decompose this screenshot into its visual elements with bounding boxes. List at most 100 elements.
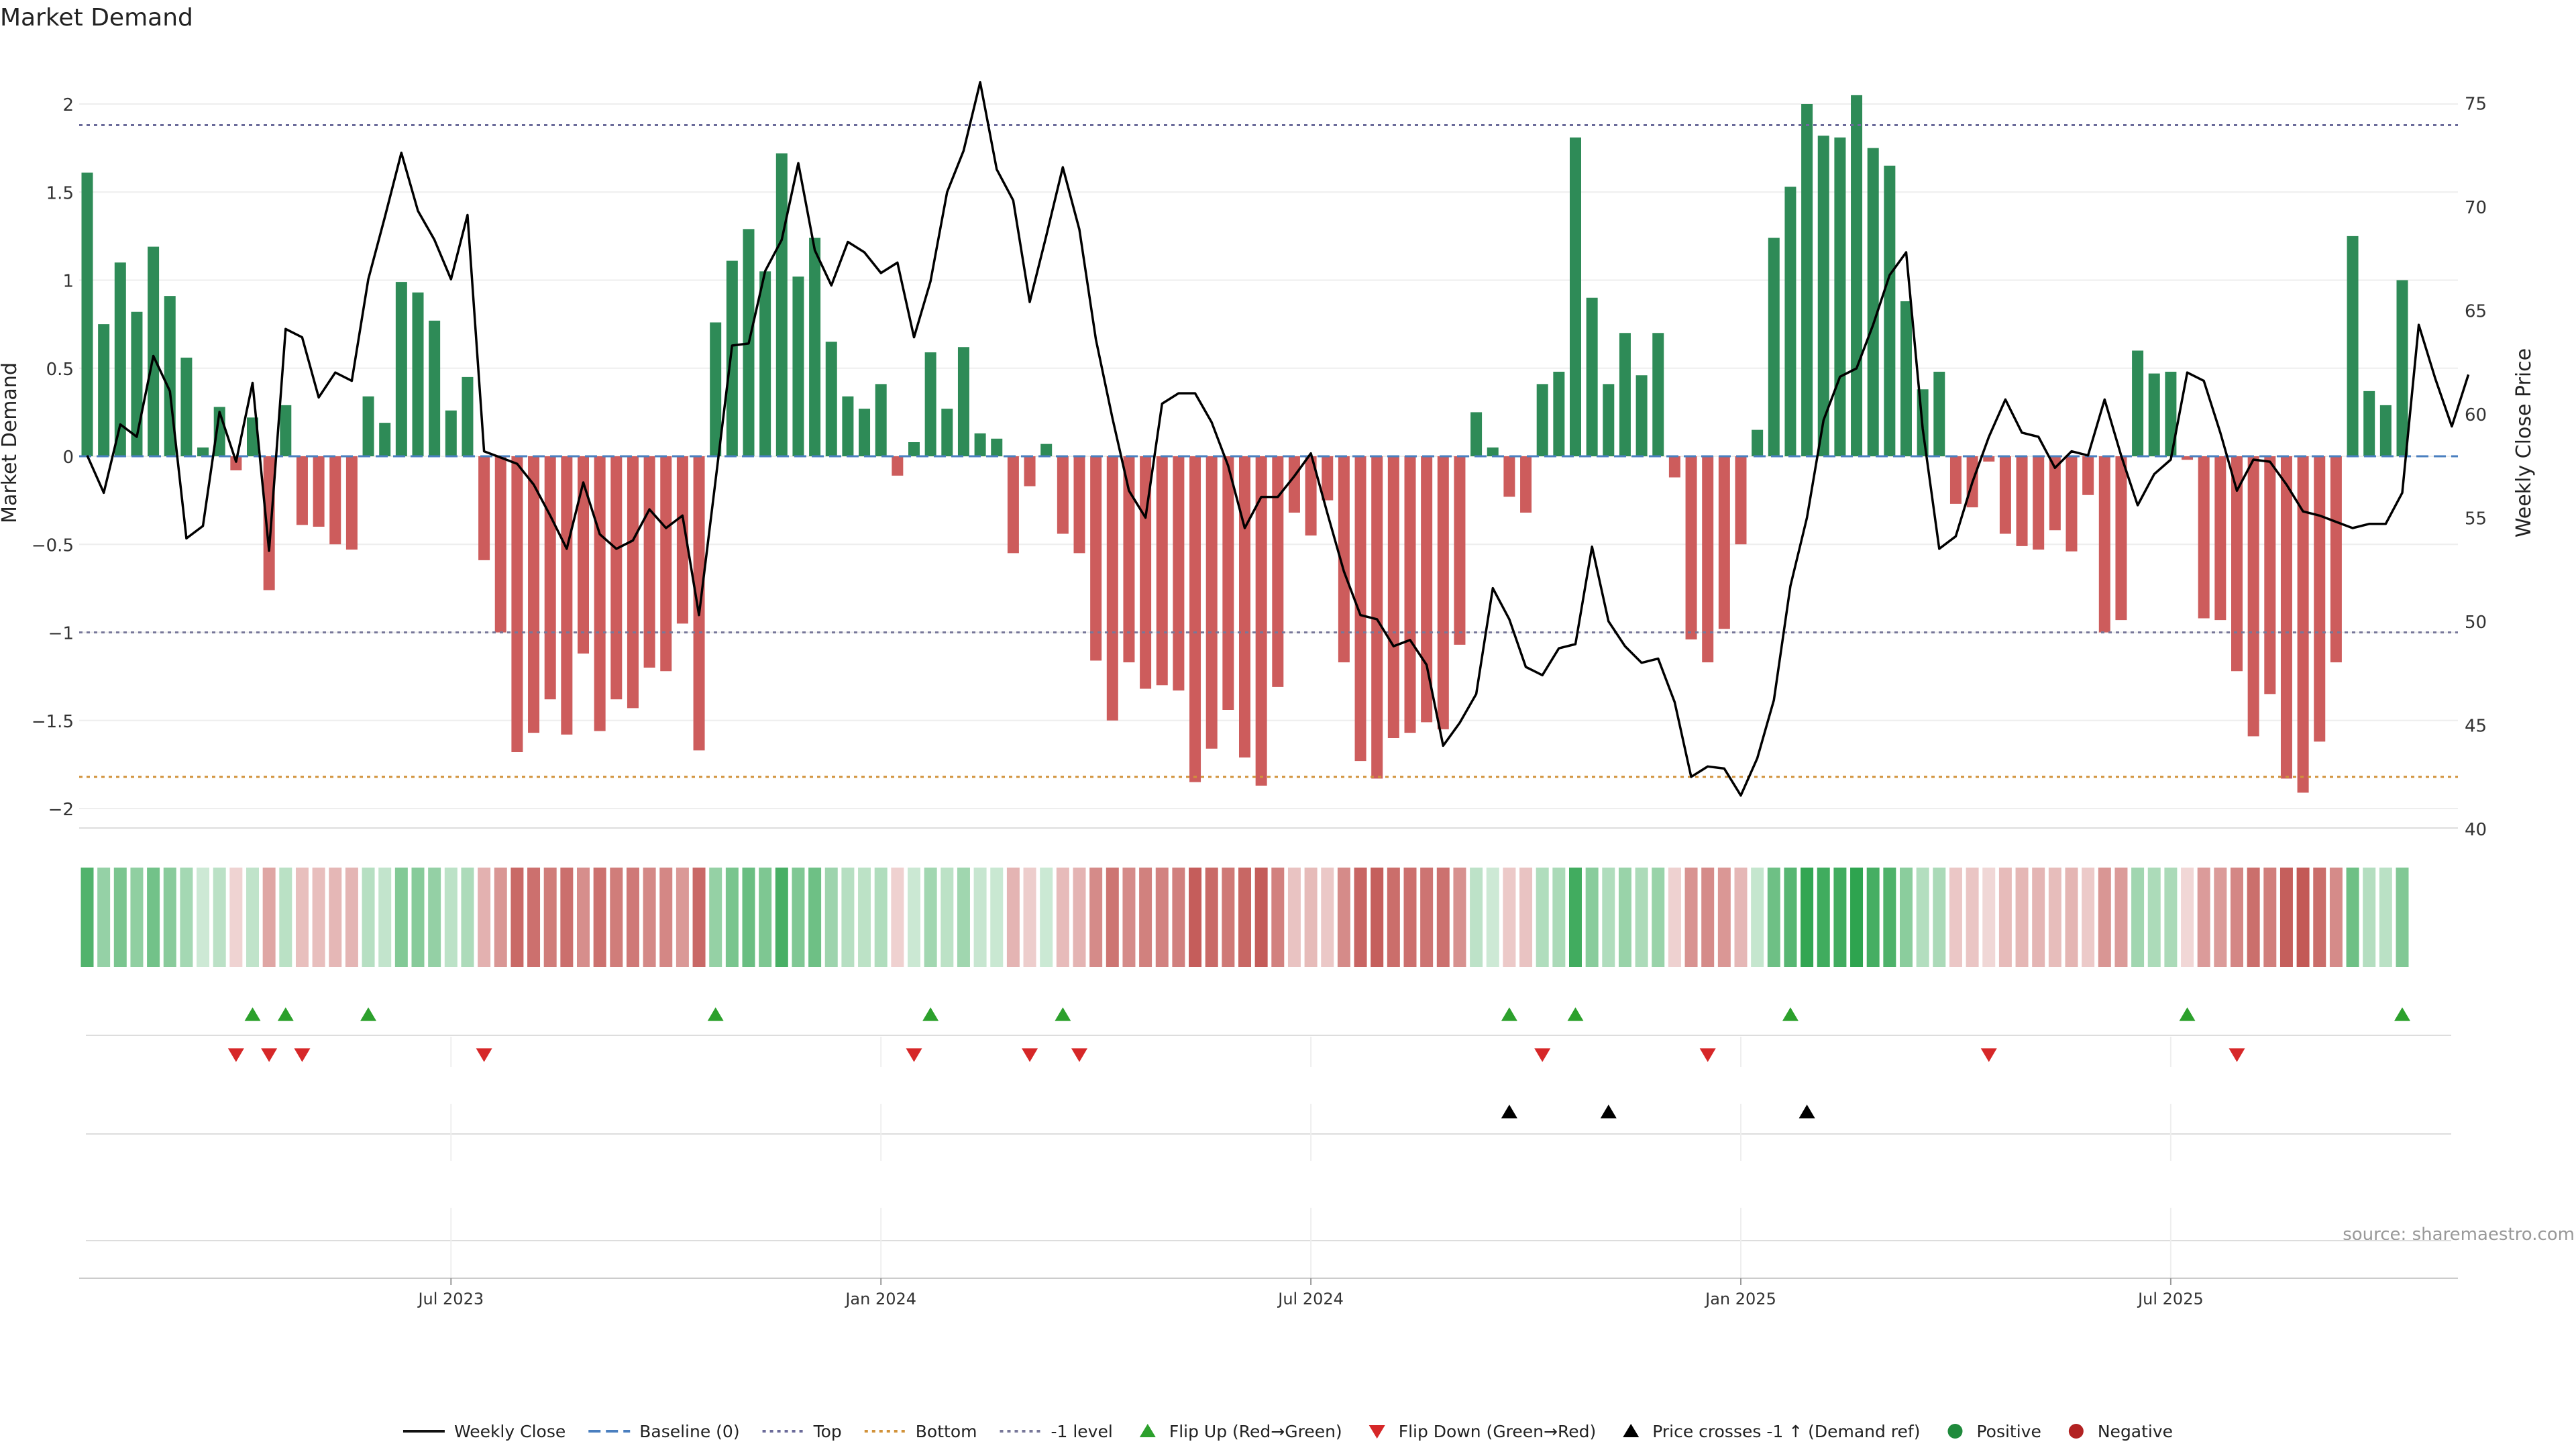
- bar-positive: [280, 405, 292, 456]
- bar-positive: [379, 423, 391, 456]
- x-tick-label: Jul 2023: [417, 1290, 484, 1308]
- strip-cell-negative: [1023, 868, 1036, 967]
- flip-up-marker: [2179, 1007, 2196, 1021]
- bar-positive: [859, 409, 871, 456]
- bar-negative: [1685, 456, 1697, 639]
- strip-cell-negative: [478, 868, 491, 967]
- bar-positive: [875, 384, 887, 456]
- strip-cell-positive: [1552, 868, 1566, 967]
- strip-cell-negative: [626, 868, 639, 967]
- bar-positive: [1784, 187, 1796, 456]
- y2-tick-label: 65: [2465, 302, 2487, 322]
- bar-negative: [2065, 456, 2078, 552]
- bar-negative: [676, 456, 688, 624]
- bar-negative: [1057, 456, 1069, 534]
- bar-negative: [1305, 456, 1317, 536]
- strip-cell-positive: [1751, 868, 1764, 967]
- strip-cell-positive: [1767, 868, 1780, 967]
- strip-cell-negative: [1668, 868, 1681, 967]
- bar-negative: [2330, 456, 2342, 663]
- bar-negative: [594, 456, 606, 731]
- strip-cell-negative: [1073, 868, 1086, 967]
- strip-cell-positive: [1900, 868, 1913, 967]
- strip-cell-negative: [1684, 868, 1698, 967]
- flip-down-marker: [1022, 1048, 1038, 1062]
- strip-cell-negative: [610, 868, 623, 967]
- legend-item: Top: [762, 1422, 842, 1441]
- strip-cell-negative: [2032, 868, 2045, 967]
- strip-cell-negative: [643, 868, 656, 967]
- strip-cell-positive: [411, 868, 425, 967]
- bar-positive: [792, 276, 804, 456]
- y2-tick-label: 75: [2465, 95, 2487, 115]
- strip-cell-negative: [1998, 868, 2012, 967]
- bar-positive: [1900, 301, 1912, 456]
- strip-cell-positive: [444, 868, 458, 967]
- strip-cell-positive: [2379, 868, 2392, 967]
- bar-negative: [528, 456, 540, 733]
- flip-down-marker: [476, 1048, 492, 1062]
- bar-negative: [1421, 456, 1433, 723]
- y2-tick-label: 50: [2465, 613, 2487, 633]
- strip-cell-positive: [841, 868, 855, 967]
- bar-negative: [544, 456, 556, 700]
- y-tick-label: −0.5: [32, 535, 74, 556]
- legend-item: Weekly Close: [402, 1422, 566, 1441]
- y2-tick-label: 70: [2465, 198, 2487, 218]
- bar-negative: [1090, 456, 1102, 661]
- bar-negative: [1338, 456, 1350, 663]
- bar-negative: [1371, 456, 1383, 779]
- strip-cell-positive: [924, 868, 937, 967]
- legend-dot-swatch: [2068, 1424, 2084, 1439]
- bar-positive: [98, 324, 110, 456]
- bar-negative: [892, 456, 904, 476]
- legend-item: Flip Up (Red→Green): [1139, 1422, 1342, 1441]
- strip-cell-positive: [97, 868, 111, 967]
- bar-positive: [759, 271, 771, 456]
- strip-cell-negative: [1189, 868, 1202, 967]
- strip-cell-negative: [1155, 868, 1169, 967]
- strip-cell-negative: [1519, 868, 1533, 967]
- bar-negative: [1007, 456, 1019, 554]
- bar-negative: [296, 456, 308, 525]
- bar-negative: [1503, 456, 1515, 497]
- bar-positive: [362, 396, 374, 456]
- bar-positive: [726, 260, 738, 456]
- strip-cell-positive: [1569, 868, 1582, 967]
- strip-cell-positive: [759, 868, 772, 967]
- flip-up-marker: [1501, 1007, 1517, 1021]
- bar-negative: [1718, 456, 1730, 629]
- bar-positive: [2132, 350, 2144, 456]
- strip-cell-positive: [180, 868, 193, 967]
- bar-negative: [660, 456, 672, 672]
- strip-cell-negative: [295, 868, 309, 967]
- strip-cell-positive: [957, 868, 970, 967]
- bar-positive: [1752, 429, 1764, 456]
- legend: Weekly Close Baseline (0) Top Bottom -1 leve…: [402, 1422, 2173, 1441]
- bar-negative: [1735, 456, 1747, 545]
- bar-positive: [809, 238, 821, 456]
- strip-cell-negative: [2214, 868, 2227, 967]
- flip-up-marker: [360, 1007, 377, 1021]
- bar-negative: [2098, 456, 2110, 633]
- y-axis-label: Market Demand: [0, 362, 21, 523]
- legend-item: Negative: [2068, 1422, 2173, 1441]
- bar-negative: [2247, 456, 2259, 737]
- bar-positive: [991, 438, 1003, 456]
- bar-negative: [329, 456, 341, 545]
- strip-cell-negative: [2247, 868, 2260, 967]
- strip-cell-positive: [2346, 868, 2359, 967]
- strip-cell-positive: [2363, 868, 2376, 967]
- legend-label: Baseline (0): [639, 1422, 739, 1441]
- strip-cell-negative: [659, 868, 673, 967]
- strip-cell-negative: [1354, 868, 1367, 967]
- strip-cell-positive: [1883, 868, 1896, 967]
- y-tick-label: −1: [48, 624, 74, 644]
- bar-negative: [2214, 456, 2226, 621]
- strip-cell-negative: [2329, 868, 2343, 967]
- bar-positive: [974, 433, 986, 456]
- bar-negative: [1668, 456, 1680, 478]
- y-tick-label: 1: [62, 272, 74, 292]
- bar-positive: [1652, 333, 1664, 456]
